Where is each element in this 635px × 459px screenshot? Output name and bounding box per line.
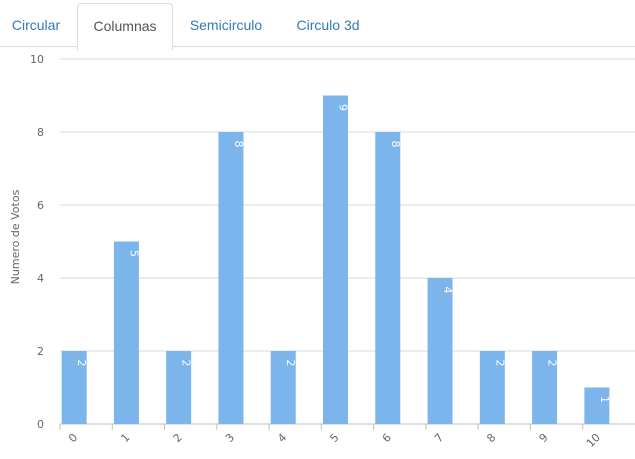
y-axis-title: Numero de Votos [9,189,22,284]
data-label: 2 [284,360,297,367]
bar[interactable] [584,387,610,425]
x-tick-label: 8 [484,431,498,445]
x-tick-label: 9 [537,431,551,445]
data-label: 9 [337,104,350,111]
bar[interactable] [375,132,401,424]
bar[interactable] [218,132,244,424]
y-tick-label: 10 [30,53,44,66]
x-tick-label: 7 [432,431,446,445]
data-label: 2 [75,360,88,367]
x-axis-ticks: 0 1 2 3 4 5 6 7 8 9 10 [59,424,603,450]
bar[interactable] [479,351,505,424]
chart-type-tabs: Circular Columnas Semicirculo Circulo 3d [0,0,635,51]
data-label: 4 [441,287,454,294]
x-tick-label: 3 [223,431,237,445]
bar[interactable] [270,351,296,424]
tab-columnas[interactable]: Columnas [77,3,173,51]
data-label: 8 [389,141,402,148]
bar[interactable] [113,241,139,425]
bar[interactable] [323,95,348,425]
bars: 2 5 2 8 2 9 8 4 2 2 1 [61,95,611,425]
data-label: 2 [180,360,193,367]
data-label: 1 [598,396,611,403]
y-tick-label: 8 [37,126,44,139]
bar[interactable] [532,351,558,424]
x-tick-label: 0 [66,431,80,445]
tab-semicirculo[interactable]: Semicirculo [189,17,263,33]
column-chart: 0 2 4 6 8 10 Numero de Votos 2 5 2 8 2 9 8 4 2 2 1 0 1 2 3… [9,53,635,450]
data-label: 2 [546,360,559,367]
x-tick-label: 5 [327,431,341,445]
y-tick-label: 4 [37,272,44,285]
data-label: 5 [127,250,140,257]
bar[interactable] [61,351,87,424]
x-tick-label: 1 [118,431,132,445]
x-tick-label: 10 [584,431,603,450]
x-tick-label: 2 [171,431,185,445]
tab-circular[interactable]: Circular [11,17,61,33]
bar[interactable] [427,278,453,424]
bar[interactable] [166,351,192,424]
y-axis-ticks: 0 2 4 6 8 10 [30,53,44,431]
tab-circulo-3d[interactable]: Circulo 3d [296,17,360,33]
data-label: 8 [232,141,245,148]
x-tick-label: 6 [380,431,394,445]
x-tick-label: 4 [275,431,289,445]
y-tick-label: 6 [37,199,44,212]
y-tick-label: 2 [37,345,44,358]
data-label: 2 [493,360,506,367]
y-tick-label: 0 [37,418,44,431]
